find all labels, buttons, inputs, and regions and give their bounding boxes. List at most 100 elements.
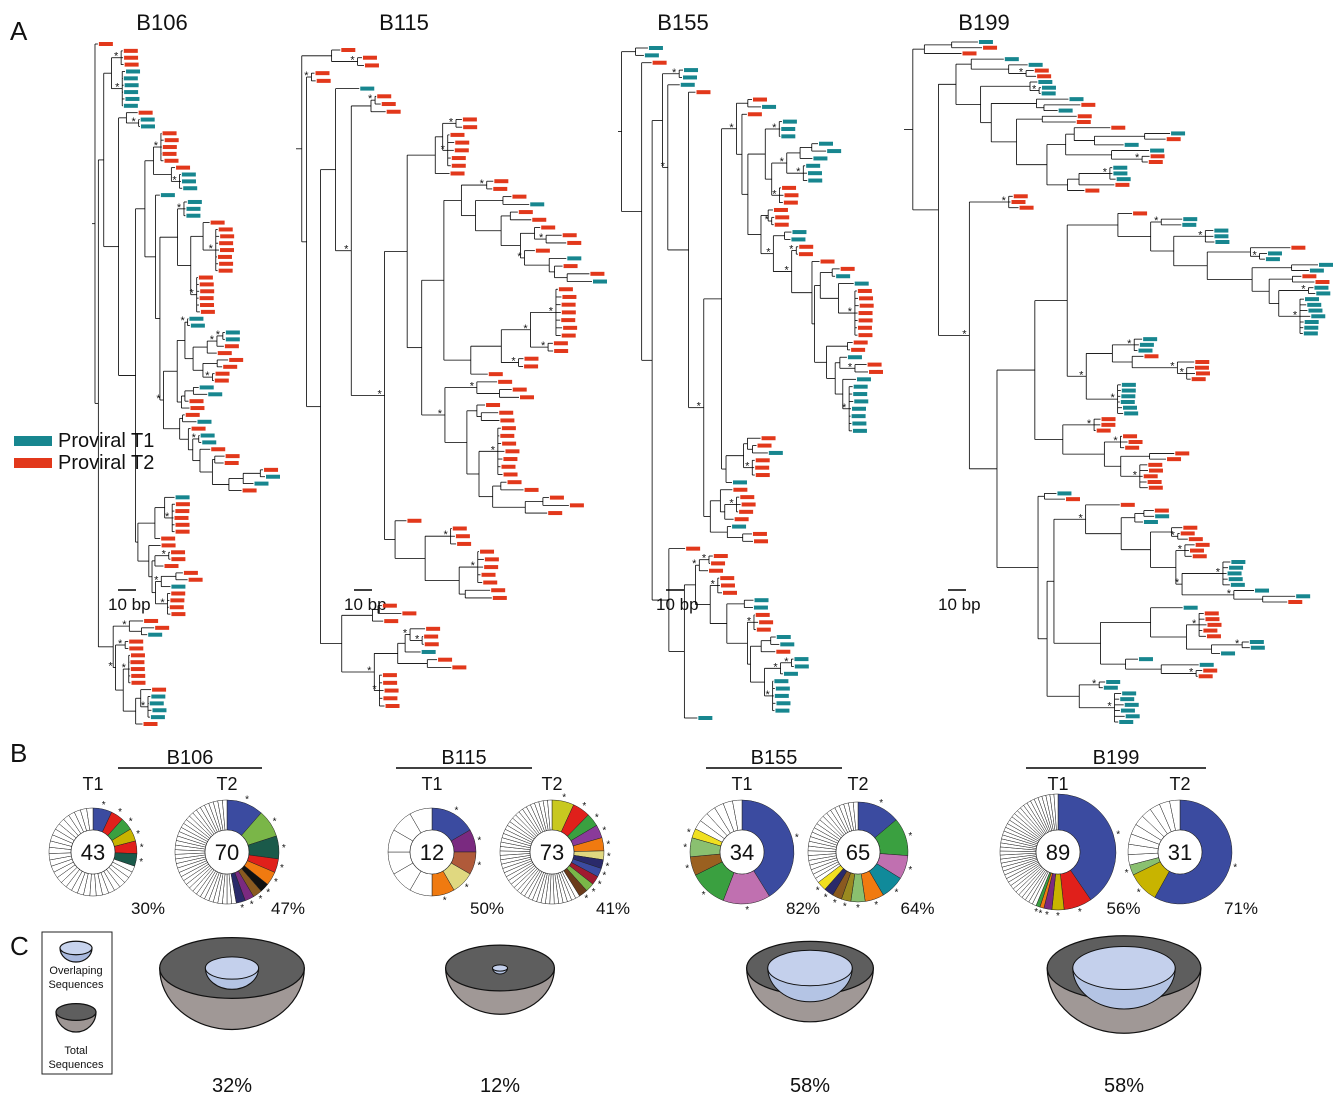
tip-marker: [742, 502, 756, 506]
tip-marker: [162, 543, 176, 547]
significance-star: *: [491, 444, 496, 456]
tip-marker: [855, 282, 869, 286]
significance-star: *: [562, 792, 566, 803]
tip-marker: [202, 440, 216, 444]
panel-label: C: [10, 931, 29, 961]
tip-marker: [554, 349, 568, 353]
significance-star: *: [598, 879, 602, 890]
significance-star: *: [266, 887, 270, 898]
tip-marker: [1207, 634, 1221, 638]
tip-marker: [130, 660, 144, 664]
tip-marker: [438, 658, 452, 662]
tip-marker: [852, 414, 866, 418]
significance-star: *: [1133, 469, 1138, 481]
significance-star: *: [1103, 166, 1108, 178]
tip-marker: [226, 330, 240, 334]
significance-star: *: [210, 334, 215, 346]
significance-star: *: [114, 51, 119, 63]
tip-marker: [382, 102, 396, 106]
tip-marker: [860, 304, 874, 308]
tip-marker: [852, 407, 866, 411]
tip-marker: [564, 264, 578, 268]
significance-star: *: [1092, 678, 1097, 690]
tip-marker: [453, 526, 467, 530]
tip-marker: [1196, 371, 1210, 375]
significance-star: *: [685, 864, 689, 875]
significance-star: *: [747, 615, 752, 627]
tip-marker: [425, 642, 439, 646]
significance-star: *: [962, 328, 967, 340]
tip-marker: [799, 245, 813, 249]
tip-marker: [129, 646, 143, 650]
tip-marker: [124, 56, 138, 60]
significance-star: *: [177, 202, 182, 214]
tip-marker: [498, 380, 512, 384]
tip-marker: [1155, 509, 1169, 513]
tip-marker: [1014, 194, 1028, 198]
tip-marker: [758, 444, 772, 448]
tip-marker: [1081, 103, 1095, 107]
tip-marker: [1121, 503, 1135, 507]
tip-marker: [1125, 703, 1139, 707]
timepoint-label: T2: [1169, 774, 1190, 794]
tip-marker: [784, 201, 798, 205]
tip-marker: [559, 287, 573, 291]
tip-marker: [229, 358, 243, 362]
tip-marker: [341, 48, 355, 52]
significance-star: *: [602, 825, 606, 836]
tip-marker: [175, 516, 189, 520]
legend-text: Sequences: [48, 1059, 104, 1071]
legend-total-rim: [56, 1004, 96, 1021]
tip-marker: [714, 554, 728, 558]
tip-marker: [199, 276, 213, 280]
tip-marker: [1189, 537, 1203, 541]
tip-marker: [1125, 143, 1139, 147]
tip-marker: [524, 357, 538, 361]
significance-star: *: [894, 887, 898, 898]
significance-star: *: [350, 55, 355, 67]
tip-marker: [1195, 366, 1209, 370]
significance-star: *: [582, 801, 586, 812]
tip-marker: [1149, 486, 1163, 490]
tip-marker: [457, 542, 471, 546]
tip-marker: [784, 672, 798, 676]
tip-marker: [721, 583, 735, 587]
clonal-percent: 47%: [271, 899, 305, 918]
tip-marker: [1228, 571, 1242, 575]
tip-marker: [1149, 469, 1163, 473]
tip-marker: [561, 318, 575, 322]
significance-star: *: [108, 661, 113, 673]
tip-marker: [1193, 554, 1207, 558]
clonal-percent: 41%: [596, 899, 630, 918]
tip-marker: [754, 606, 768, 610]
tip-marker: [208, 392, 222, 396]
tip-marker: [184, 571, 198, 575]
sequence-count: 70: [215, 840, 239, 865]
tree-title: B115: [379, 10, 429, 35]
tip-marker: [1221, 651, 1235, 655]
tip-marker: [1182, 223, 1196, 227]
tip-marker: [407, 519, 421, 523]
tip-marker: [200, 282, 214, 286]
tip-marker: [493, 187, 507, 191]
panel-label: A: [10, 16, 28, 46]
tip-marker: [1122, 383, 1136, 387]
tip-marker: [756, 458, 770, 462]
tip-marker: [500, 418, 514, 422]
tip-marker: [131, 681, 145, 685]
tip-marker: [1311, 314, 1325, 318]
tip-marker: [1124, 411, 1138, 415]
significance-star: *: [780, 156, 785, 168]
legend-swatch: [14, 436, 52, 446]
tip-marker: [493, 596, 507, 600]
tip-marker: [1229, 577, 1243, 581]
tip-marker: [426, 627, 440, 631]
tip-marker: [131, 667, 145, 671]
tip-marker: [1214, 229, 1228, 233]
tip-marker: [799, 252, 813, 256]
significance-star: *: [1113, 435, 1118, 447]
tip-marker: [963, 51, 977, 55]
tip-marker: [383, 604, 397, 608]
sequence-count: 89: [1046, 840, 1070, 865]
group-title: B155: [751, 747, 798, 769]
